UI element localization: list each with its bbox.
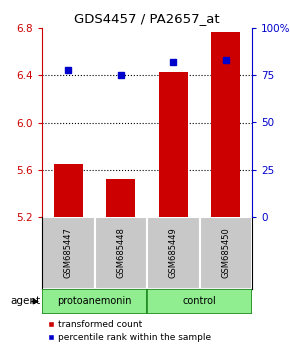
Bar bbox=[211, 32, 240, 217]
Bar bbox=[159, 72, 188, 217]
Bar bbox=[106, 179, 135, 217]
Text: protoanemonin: protoanemonin bbox=[57, 297, 132, 307]
Bar bbox=[147, 217, 200, 289]
Bar bbox=[54, 164, 83, 217]
Bar bbox=[42, 217, 95, 289]
Bar bbox=[95, 217, 147, 289]
Text: GSM685450: GSM685450 bbox=[221, 228, 230, 278]
Text: agent: agent bbox=[11, 297, 41, 307]
Text: GSM685447: GSM685447 bbox=[64, 228, 73, 279]
Text: GSM685449: GSM685449 bbox=[169, 228, 178, 278]
Title: GDS4457 / PA2657_at: GDS4457 / PA2657_at bbox=[74, 12, 220, 25]
Legend: transformed count, percentile rank within the sample: transformed count, percentile rank withi… bbox=[46, 319, 213, 344]
Bar bbox=[147, 289, 252, 314]
Text: control: control bbox=[183, 297, 216, 307]
Text: GSM685448: GSM685448 bbox=[116, 228, 125, 279]
Bar bbox=[200, 217, 252, 289]
Bar bbox=[42, 289, 147, 314]
